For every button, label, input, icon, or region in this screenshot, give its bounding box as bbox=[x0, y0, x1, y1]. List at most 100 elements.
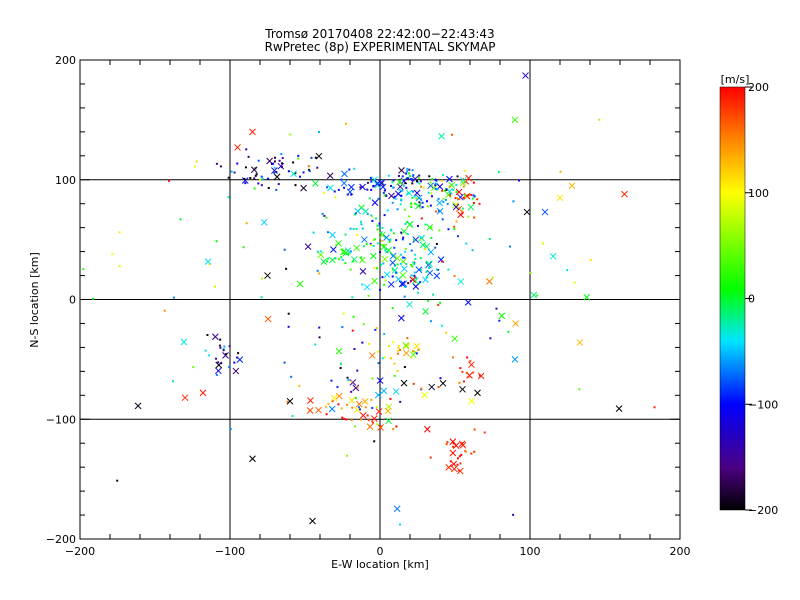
data-point bbox=[326, 260, 329, 263]
data-point bbox=[342, 312, 345, 315]
data-point-cross bbox=[556, 194, 564, 202]
data-point bbox=[349, 268, 352, 271]
data-point-cross bbox=[468, 361, 475, 369]
data-point-cross bbox=[414, 202, 422, 210]
data-point-cross bbox=[312, 180, 319, 187]
data-point bbox=[371, 377, 374, 380]
data-point-cross bbox=[348, 183, 355, 191]
data-point bbox=[407, 344, 410, 347]
data-point bbox=[476, 198, 479, 201]
data-point bbox=[350, 380, 353, 383]
data-point bbox=[298, 175, 301, 178]
data-point bbox=[273, 166, 276, 169]
data-point-cross bbox=[393, 505, 401, 513]
data-point bbox=[366, 414, 369, 417]
data-point bbox=[424, 248, 427, 251]
data-point bbox=[257, 159, 260, 162]
data-point bbox=[448, 185, 451, 188]
chart-title: Tromsø 20170408 22:42:00−22:43:43 bbox=[265, 27, 495, 41]
data-point bbox=[422, 186, 425, 189]
data-point bbox=[435, 183, 438, 186]
data-point bbox=[440, 179, 443, 182]
data-point bbox=[380, 231, 383, 234]
data-point bbox=[469, 360, 472, 363]
data-point bbox=[439, 301, 442, 304]
data-point bbox=[456, 463, 459, 466]
data-point bbox=[473, 216, 476, 219]
data-point bbox=[413, 271, 416, 274]
data-point-cross bbox=[286, 397, 294, 405]
data-point bbox=[227, 176, 230, 179]
data-point bbox=[360, 223, 363, 226]
data-point-cross bbox=[353, 244, 361, 252]
data-point-cross bbox=[396, 178, 403, 186]
data-point bbox=[319, 250, 322, 253]
data-point bbox=[255, 173, 258, 176]
data-point bbox=[471, 249, 474, 252]
data-point-cross bbox=[335, 392, 343, 400]
data-point bbox=[393, 374, 396, 377]
data-point-cross bbox=[433, 272, 441, 280]
data-point bbox=[404, 222, 407, 225]
data-point-cross bbox=[304, 243, 312, 251]
data-point-cross bbox=[413, 342, 421, 350]
data-point-cross bbox=[317, 251, 325, 259]
data-point bbox=[378, 224, 381, 227]
data-point-cross bbox=[335, 240, 342, 247]
data-point bbox=[479, 374, 482, 377]
data-point bbox=[397, 346, 400, 349]
data-point bbox=[215, 240, 218, 243]
data-point bbox=[260, 296, 263, 299]
data-point bbox=[287, 312, 290, 315]
data-point bbox=[461, 370, 464, 373]
data-point-cross bbox=[438, 132, 445, 140]
data-point bbox=[346, 403, 349, 406]
data-point-cross bbox=[422, 308, 429, 315]
data-point bbox=[376, 350, 379, 353]
data-point-cross bbox=[340, 248, 347, 256]
data-point bbox=[324, 405, 327, 408]
data-point-cross bbox=[359, 268, 367, 275]
data-point bbox=[325, 186, 328, 189]
data-point bbox=[350, 390, 353, 393]
data-point bbox=[441, 173, 444, 176]
data-point bbox=[381, 357, 384, 360]
data-point bbox=[219, 165, 222, 168]
data-point bbox=[325, 216, 328, 219]
data-point-cross bbox=[436, 207, 444, 215]
data-point bbox=[465, 371, 468, 374]
data-point bbox=[354, 397, 357, 400]
data-point bbox=[456, 197, 459, 200]
data-point bbox=[349, 227, 352, 230]
data-point-cross bbox=[232, 367, 240, 375]
data-point bbox=[451, 356, 454, 359]
data-point bbox=[435, 242, 438, 245]
data-point bbox=[386, 209, 389, 212]
data-point bbox=[458, 381, 461, 384]
data-point bbox=[399, 262, 402, 265]
colorbar bbox=[719, 86, 746, 511]
data-point bbox=[420, 387, 423, 390]
data-point bbox=[413, 238, 416, 241]
data-point bbox=[427, 191, 430, 194]
data-point-cross bbox=[360, 236, 368, 243]
data-point bbox=[343, 186, 346, 189]
data-point bbox=[352, 227, 355, 230]
data-point-cross bbox=[300, 184, 307, 192]
data-point-cross bbox=[389, 259, 397, 267]
data-point bbox=[236, 162, 239, 165]
data-point bbox=[228, 345, 231, 348]
data-point bbox=[462, 185, 465, 188]
data-point bbox=[270, 163, 273, 166]
data-point bbox=[515, 50, 517, 52]
data-point bbox=[344, 262, 347, 265]
data-point bbox=[371, 406, 374, 409]
data-point-cross bbox=[430, 184, 438, 192]
data-point bbox=[463, 169, 466, 172]
data-point bbox=[219, 346, 222, 349]
data-point bbox=[222, 349, 225, 352]
data-point bbox=[280, 162, 283, 165]
data-point bbox=[372, 244, 375, 247]
data-point bbox=[92, 297, 95, 300]
data-point-cross bbox=[315, 152, 323, 160]
